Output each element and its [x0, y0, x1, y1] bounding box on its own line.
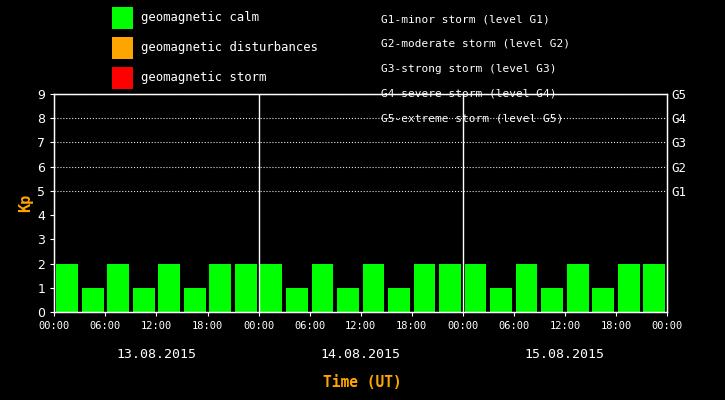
Bar: [388, 288, 410, 312]
Bar: [643, 264, 665, 312]
Text: geomagnetic calm: geomagnetic calm: [141, 12, 260, 24]
Text: Time (UT): Time (UT): [323, 375, 402, 390]
Text: G2-moderate storm (level G2): G2-moderate storm (level G2): [381, 39, 570, 49]
Bar: [57, 264, 78, 312]
Bar: [542, 288, 563, 312]
Bar: [337, 288, 359, 312]
Bar: [286, 288, 307, 312]
Text: G3-strong storm (level G3): G3-strong storm (level G3): [381, 64, 556, 74]
Text: G5-extreme storm (level G5): G5-extreme storm (level G5): [381, 113, 563, 123]
Bar: [235, 264, 257, 312]
Text: G4-severe storm (level G4): G4-severe storm (level G4): [381, 88, 556, 98]
Bar: [414, 264, 435, 312]
Text: geomagnetic disturbances: geomagnetic disturbances: [141, 42, 318, 54]
Bar: [133, 288, 154, 312]
Bar: [618, 264, 639, 312]
Text: 13.08.2015: 13.08.2015: [117, 348, 196, 360]
Bar: [260, 264, 282, 312]
Text: G1-minor storm (level G1): G1-minor storm (level G1): [381, 14, 550, 24]
Bar: [515, 264, 537, 312]
Y-axis label: Kp: Kp: [18, 194, 33, 212]
Bar: [82, 288, 104, 312]
Bar: [439, 264, 461, 312]
Bar: [465, 264, 486, 312]
Bar: [210, 264, 231, 312]
Bar: [312, 264, 334, 312]
Bar: [158, 264, 180, 312]
Text: 15.08.2015: 15.08.2015: [525, 348, 605, 360]
Text: 14.08.2015: 14.08.2015: [320, 348, 401, 360]
Bar: [490, 288, 512, 312]
Text: geomagnetic storm: geomagnetic storm: [141, 72, 267, 84]
Bar: [107, 264, 129, 312]
Bar: [592, 288, 614, 312]
Bar: [567, 264, 589, 312]
Bar: [362, 264, 384, 312]
Bar: [184, 288, 206, 312]
